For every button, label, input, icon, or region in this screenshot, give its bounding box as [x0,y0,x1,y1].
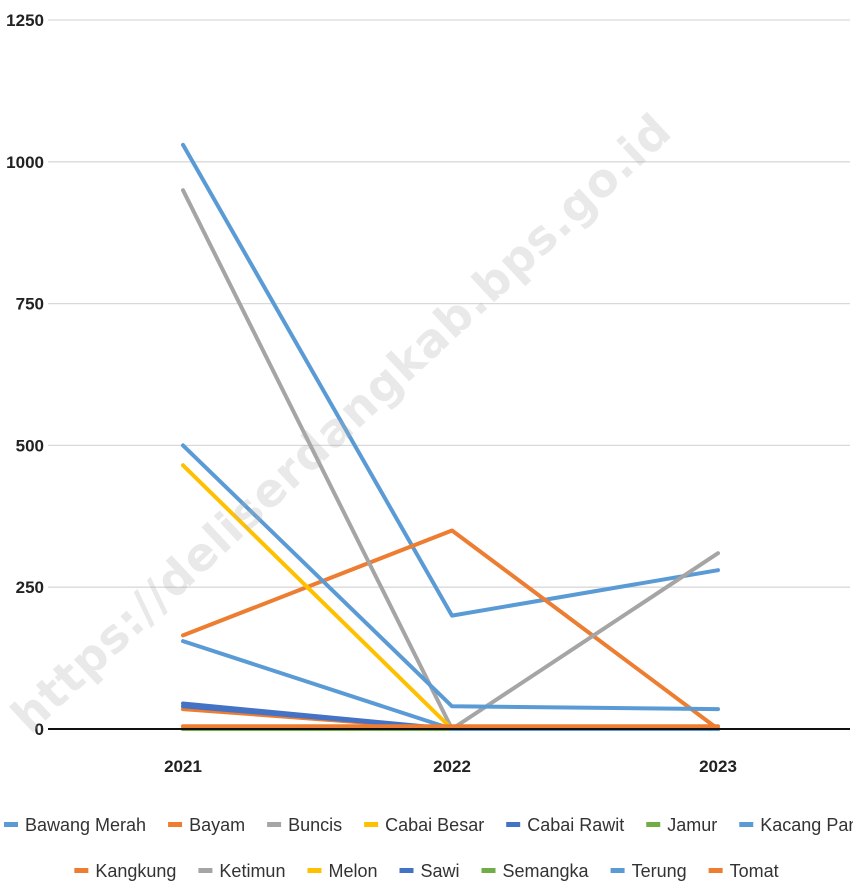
legend-label: Kangkung [95,861,176,881]
legend-label: Terung [632,861,687,881]
series-line-bawang-merah [181,142,720,618]
legend-label: Tomat [730,861,779,881]
legend-label: Bayam [189,815,245,835]
legend-label: Jamur [667,815,717,835]
y-tick-label: 500 [16,436,44,455]
x-axis-ticks: 2021 2022 2023 [164,757,737,776]
legend-swatch [481,868,496,873]
legend-label: Buncis [288,815,342,835]
series-line-kacang-panjang [181,443,720,712]
x-tick-label: 2022 [433,757,471,776]
series-line-bayam [181,528,720,731]
y-tick-label: 1250 [6,11,44,30]
legend-label: Kacang Panjang [760,815,853,835]
y-tick-label: 250 [16,578,44,597]
legend-label: Ketimun [219,861,285,881]
legend-swatch [4,822,18,827]
series-lines [181,142,720,731]
y-tick-label: 750 [16,295,44,314]
legend-swatch [168,822,183,827]
legend-label: Sawi [421,861,460,881]
legend-swatch [610,868,625,873]
legend-label: Cabai Besar [385,815,484,835]
legend-swatch [307,868,322,873]
legend-swatch [267,822,282,827]
legend-swatch [708,868,723,873]
legend-label: Cabai Rawit [527,815,624,835]
legend-swatch [646,822,661,827]
legend-swatch [74,868,89,873]
legend-swatch [399,868,414,873]
y-axis-ticks: 0 250 500 750 1000 1250 [6,11,44,739]
y-tick-label: 0 [35,720,44,739]
legend-label: Melon [328,861,377,881]
x-tick-label: 2021 [164,757,202,776]
legend-swatch [739,822,754,827]
legend: Bawang Merah Bayam Buncis Cabai Besar Cabai … [4,815,853,881]
legend-swatch [506,822,521,827]
legend-label: Semangka [503,861,590,881]
y-tick-label: 1000 [6,153,44,172]
legend-label: Bawang Merah [25,815,146,835]
legend-swatch [198,868,213,873]
legend-swatch [364,822,379,827]
x-tick-label: 2023 [699,757,737,776]
